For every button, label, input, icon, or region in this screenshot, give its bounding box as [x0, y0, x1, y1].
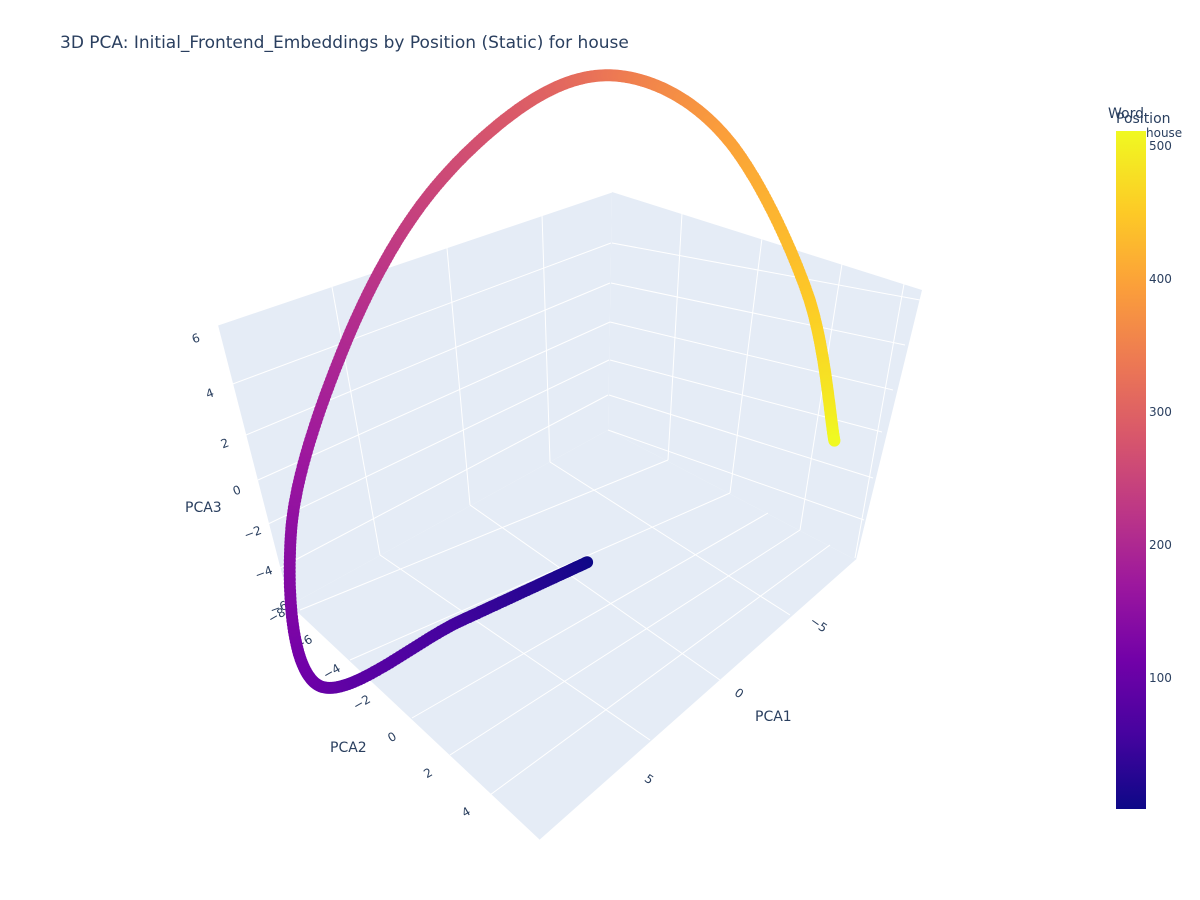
wall-back-right [608, 192, 922, 560]
y-tick: −4 [321, 661, 343, 682]
colorbar-tick: 500 [1149, 139, 1172, 153]
legend-item-house[interactable]: house [1146, 126, 1183, 140]
x-tick: −5 [807, 614, 830, 636]
colorbar [1116, 131, 1146, 809]
floor [290, 430, 856, 840]
y-tick: 0 [385, 729, 399, 745]
legend-title: Word [1108, 106, 1144, 122]
series-house-markers[interactable] [283, 69, 841, 694]
wall-back-left [218, 192, 612, 605]
y-tick: 2 [421, 765, 435, 781]
z-axis-ticks: 6 4 2 0 −2 −4 −6 [190, 331, 290, 618]
data-point[interactable] [828, 434, 841, 447]
y-axis-title: PCA2 [330, 740, 367, 756]
y-tick: 4 [459, 804, 473, 820]
chart-title: 3D PCA: Initial_Frontend_Embeddings by P… [60, 33, 629, 53]
z-tick: −6 [268, 598, 289, 617]
colorbar-tick: 200 [1149, 538, 1172, 552]
z-tick: −4 [253, 563, 274, 582]
z-tick: 4 [204, 386, 216, 402]
colorbar-tick: 400 [1149, 272, 1172, 286]
x-tick: 0 [732, 685, 746, 701]
z-tick: 2 [219, 436, 231, 452]
colorbar-title: Position [1116, 111, 1171, 127]
y-tick: −2 [351, 692, 373, 713]
z-tick: 0 [231, 483, 243, 499]
x-tick: 5 [642, 771, 656, 787]
z-tick: −2 [242, 523, 263, 542]
z-axis-title: PCA3 [185, 500, 222, 516]
gridlines [217, 191, 921, 841]
z-tick: 6 [190, 331, 202, 347]
x-axis-title: PCA1 [755, 709, 792, 725]
colorbar-tick: 100 [1149, 671, 1172, 685]
colorbar-tick: 300 [1149, 405, 1172, 419]
